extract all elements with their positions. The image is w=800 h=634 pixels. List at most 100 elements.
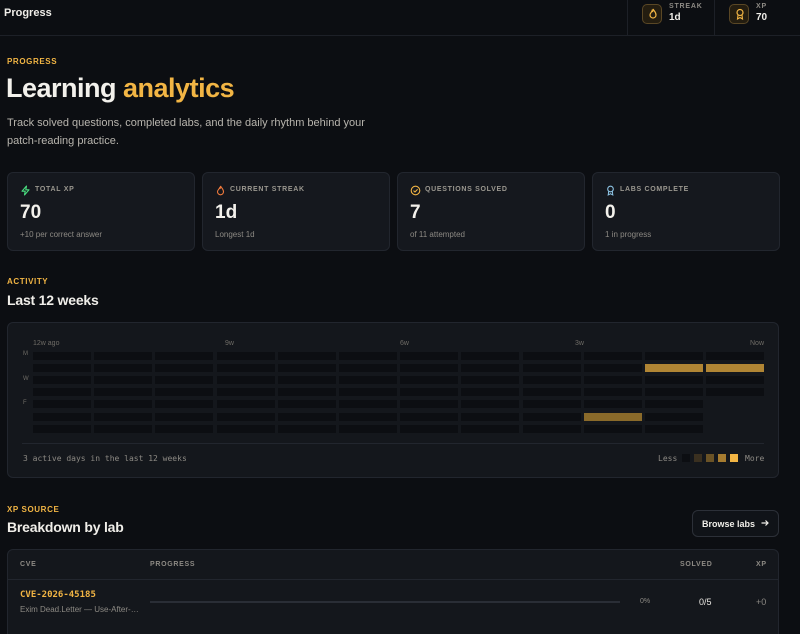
heatmap-cell — [706, 388, 765, 397]
stat-value: 0 — [605, 202, 616, 223]
heatmap-cell — [583, 388, 642, 397]
heatmap-cell — [339, 352, 397, 360]
heatmap-cell — [400, 388, 459, 397]
heatmap-cell — [277, 400, 336, 409]
stat-sub: 1 in progress — [605, 230, 652, 239]
heatmap-cell — [339, 400, 397, 409]
heatmap-cell — [339, 364, 397, 373]
day-label: W — [23, 376, 29, 382]
heatmap-cell — [33, 388, 91, 397]
stat-card-total-xp: TOTAL XP 70 +10 per correct answer — [7, 172, 195, 251]
stat-value: 1d — [215, 202, 238, 223]
xp-earned: +0 — [756, 597, 767, 607]
legend-swatch — [706, 454, 714, 462]
heatmap-cell — [155, 388, 214, 397]
header-eyebrow: PROGRESS — [7, 57, 58, 66]
column-header-xp: XP — [756, 561, 767, 568]
heatmap-cell — [706, 352, 765, 360]
xp-source-eyebrow: XP SOURCE — [7, 505, 60, 514]
heatmap-cell — [461, 412, 520, 421]
heatmap-cell — [155, 424, 214, 433]
legend-more: More — [745, 454, 765, 463]
browse-labs-label: Browse labs — [702, 519, 756, 529]
heatmap-cell — [277, 352, 336, 360]
heatmap-cell — [645, 412, 703, 421]
heatmap-cell — [400, 352, 459, 360]
heatmap-cell — [522, 424, 581, 433]
heatmap-cell — [277, 388, 336, 397]
heatmap-cell — [33, 376, 91, 385]
flame-icon — [216, 185, 225, 196]
heatmap-cell — [33, 412, 91, 421]
header-title-accent: analytics — [123, 73, 235, 103]
heatmap-cell — [216, 412, 275, 421]
heatmap-cell — [522, 412, 581, 421]
stat-label: CURRENT STREAK — [230, 186, 305, 193]
week-label: 6w — [400, 340, 409, 347]
heatmap-cell — [216, 364, 275, 373]
solved-count: 0/5 — [699, 597, 712, 607]
heatmap-cell — [461, 352, 520, 360]
streak-label: STREAK — [669, 3, 703, 10]
lab-description: Exim Dead.Letter — Use-After-… — [20, 605, 139, 614]
flame-icon — [642, 4, 662, 24]
heatmap-cell — [277, 376, 336, 385]
stat-card-current-streak: CURRENT STREAK 1d Longest 1d — [202, 172, 390, 251]
heatmap-cell — [277, 364, 336, 373]
heatmap-cell — [706, 376, 765, 385]
heatmap-cell — [33, 400, 91, 409]
browse-labs-button[interactable]: Browse labs — [692, 510, 779, 537]
heatmap-cell — [645, 376, 703, 385]
heatmap-cell — [583, 400, 642, 409]
arrow-right-icon — [761, 520, 769, 526]
bolt-icon — [21, 185, 30, 196]
legend-less: Less — [658, 454, 678, 463]
week-label: 9w — [225, 340, 234, 347]
heatmap-cell — [155, 352, 214, 360]
progress-track — [150, 601, 620, 603]
heatmap-cell — [339, 412, 397, 421]
heatmap-cell — [155, 400, 214, 409]
xp-value: 70 — [756, 12, 768, 23]
heatmap-cell — [461, 424, 520, 433]
heatmap-cell — [645, 352, 703, 360]
heatmap-cell — [277, 424, 336, 433]
top-bar: Progress STREAK 1d XP 70 — [0, 0, 800, 36]
heatmap-cell — [645, 400, 703, 409]
cve-id[interactable]: CVE-2026-45185 — [20, 590, 96, 600]
award-icon — [607, 185, 614, 196]
heatmap-cell — [583, 424, 642, 433]
heatmap-cell — [400, 400, 459, 409]
activity-eyebrow: ACTIVITY — [7, 277, 49, 286]
stat-label: LABS COMPLETE — [620, 186, 689, 193]
heatmap-cell — [583, 412, 642, 421]
legend-swatch — [682, 454, 690, 462]
progress-percent: 0% — [640, 598, 651, 605]
heatmap-cell — [94, 424, 153, 433]
stat-sub: Longest 1d — [215, 230, 255, 239]
week-label: 12w ago — [33, 340, 60, 347]
heatmap-cell — [522, 364, 581, 373]
heatmap-cell — [94, 376, 153, 385]
header-lede: Track solved questions, completed labs, … — [7, 117, 365, 147]
column-header-cve: CVE — [20, 561, 37, 568]
heatmap-cell — [155, 364, 214, 373]
heatmap-cell — [94, 388, 153, 397]
heatmap-cell — [522, 388, 581, 397]
heatmap-cell — [339, 388, 397, 397]
heatmap-cell — [461, 388, 520, 397]
streak-value: 1d — [669, 12, 681, 23]
header-title-main: Learning — [6, 73, 117, 103]
stat-card-labs-complete: LABS COMPLETE 0 1 in progress — [592, 172, 780, 251]
stat-label: TOTAL XP — [35, 186, 75, 193]
week-label: 3w — [575, 340, 584, 347]
divider — [8, 579, 778, 580]
heatmap-cell — [645, 364, 703, 373]
stat-card-questions-solved: QUESTIONS SOLVED 7 of 11 attempted — [397, 172, 585, 251]
heatmap-cell — [706, 364, 765, 373]
heatmap-cell — [461, 400, 520, 409]
activity-heatmap: 12w ago 9w 6w 3w Now M W F 3 active days… — [7, 322, 779, 478]
heatmap-cell — [33, 424, 91, 433]
week-label: Now — [750, 340, 765, 347]
activity-title: Last 12 weeks — [7, 292, 99, 308]
